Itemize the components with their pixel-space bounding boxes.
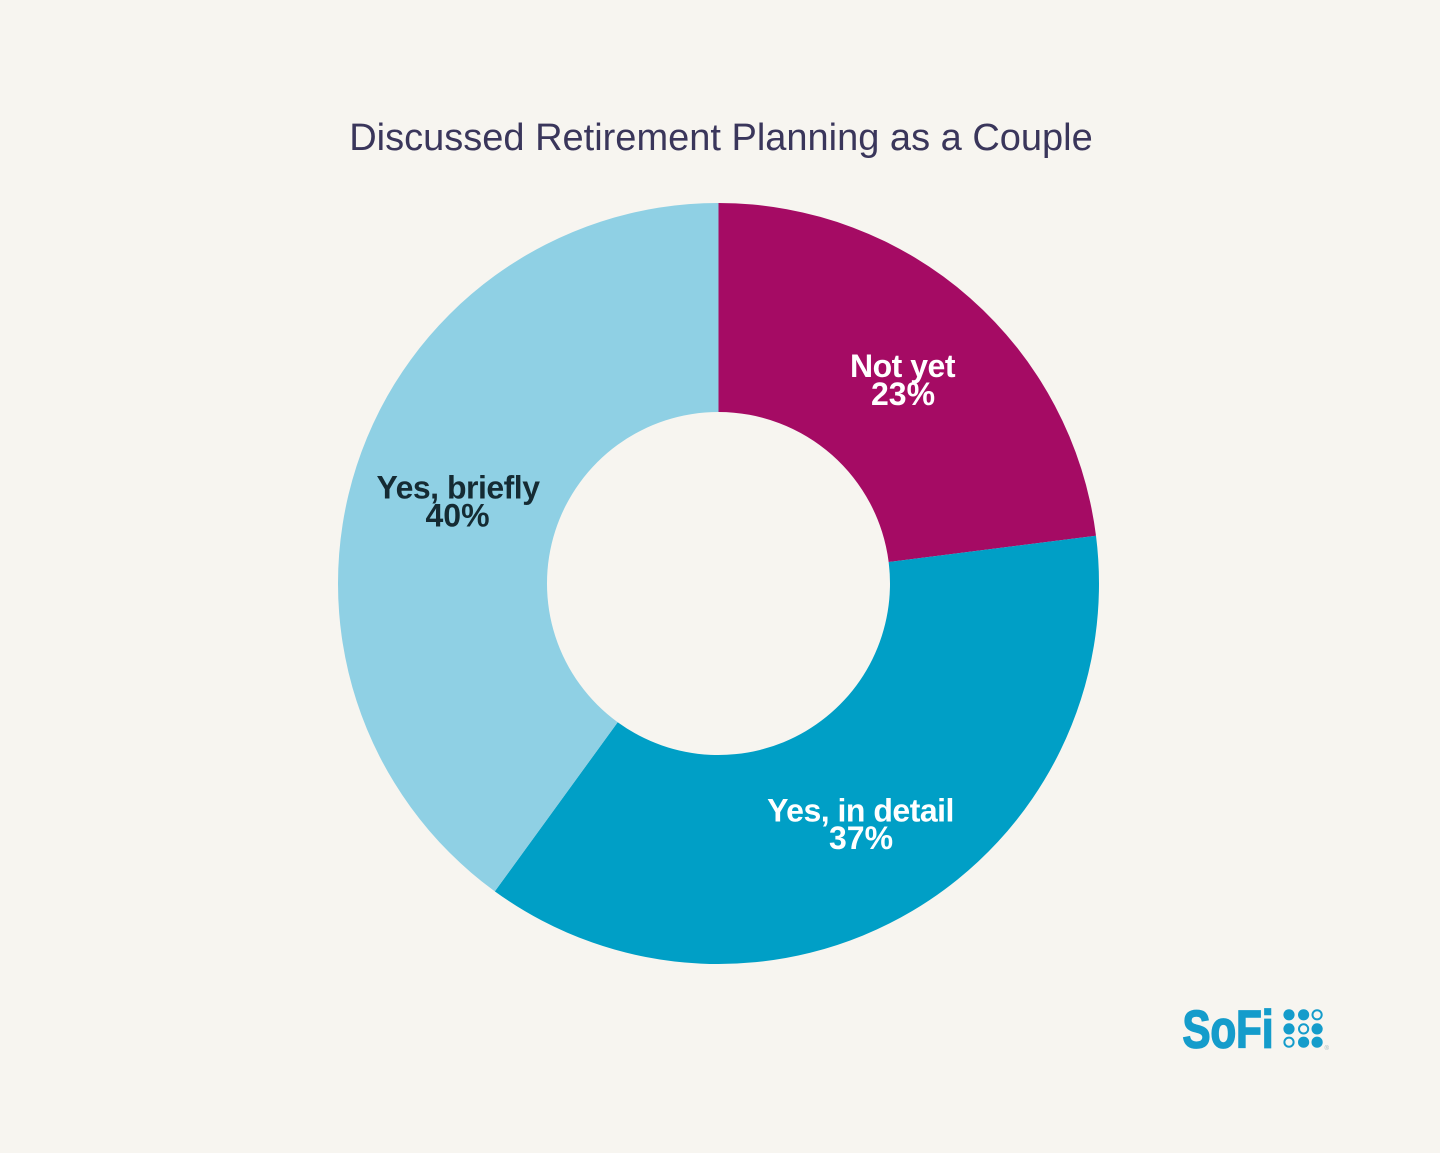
svg-text:®: ® xyxy=(1325,1045,1330,1052)
svg-text:Not yet: Not yet xyxy=(850,348,956,384)
svg-text:37%: 37% xyxy=(829,820,893,856)
svg-text:23%: 23% xyxy=(871,376,935,412)
svg-text:Discussed Retirement Planning: Discussed Retirement Planning as a Coupl… xyxy=(349,117,1093,159)
svg-text:SoFi: SoFi xyxy=(1183,1001,1274,1060)
svg-text:Yes, in detail: Yes, in detail xyxy=(767,793,954,829)
svg-text:40%: 40% xyxy=(425,498,489,534)
svg-text:Yes, briefly: Yes, briefly xyxy=(377,470,541,506)
